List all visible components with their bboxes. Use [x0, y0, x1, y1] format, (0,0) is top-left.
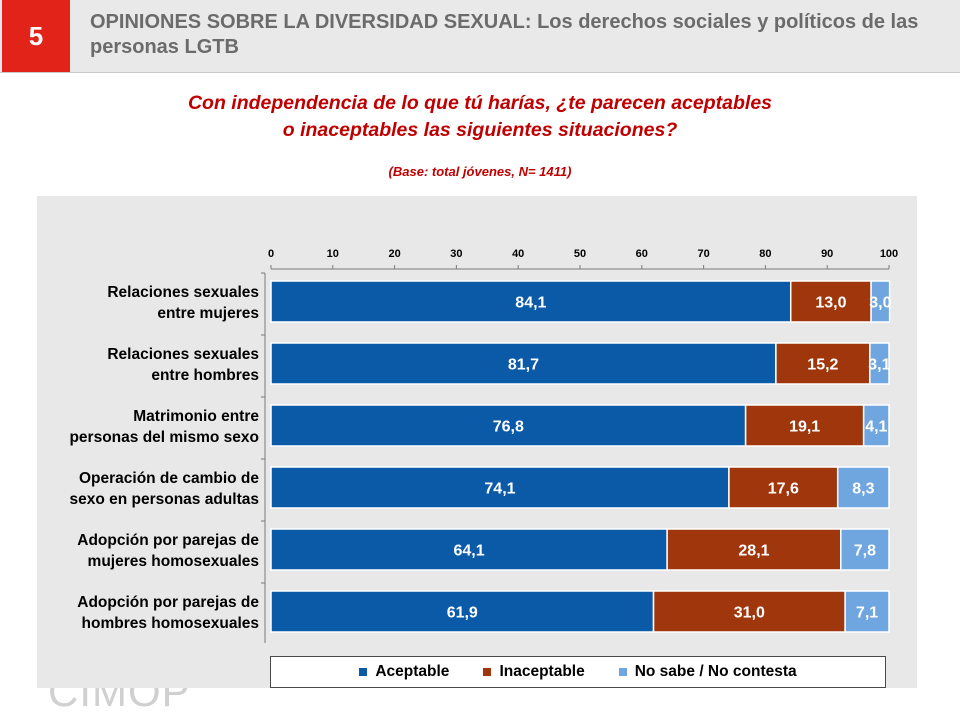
- bar-aceptable: [270, 280, 792, 323]
- data-label: 76,8: [493, 419, 524, 436]
- category-label: sexo en personas adultas: [69, 491, 259, 508]
- question-line-2: o inaceptables las siguientes situacione…: [282, 119, 678, 141]
- bar-aceptable: [270, 404, 747, 447]
- bar-aceptable: [270, 528, 668, 571]
- category-label: Adopción por parejas de: [77, 532, 259, 549]
- x-tick-label: 40: [512, 248, 524, 260]
- legend-label-no-sabe: No sabe / No contesta: [634, 663, 797, 680]
- bar-aceptable: [270, 342, 777, 385]
- bar-no-sabe-no-contesta: [869, 342, 890, 385]
- category-label: Adopción por parejas de: [77, 594, 259, 611]
- question-title: Con independencia de lo que tú harías, ¿…: [0, 90, 960, 144]
- bar-aceptable: [270, 590, 655, 633]
- data-label: 7,8: [854, 543, 876, 560]
- category-label: personas del mismo sexo: [69, 429, 259, 446]
- x-tick-label: 70: [697, 248, 709, 260]
- data-label: 8,3: [852, 481, 874, 498]
- bar-no-sabe-no-contesta: [870, 280, 891, 323]
- category-label: entre hombres: [151, 367, 259, 384]
- x-tick-label: 10: [327, 248, 339, 260]
- x-tick-label: 0: [268, 248, 274, 260]
- data-label: 81,7: [508, 357, 539, 374]
- bar-inaceptable: [744, 404, 865, 447]
- question-line-1: Con independencia de lo que tú harías, ¿…: [187, 92, 773, 114]
- category-label: Relaciones sexuales: [107, 346, 259, 363]
- bar-no-sabe-no-contesta: [836, 466, 890, 509]
- legend-item-aceptable: Aceptable: [359, 663, 449, 681]
- bar-inaceptable: [652, 590, 846, 633]
- bar-inaceptable: [728, 466, 839, 509]
- data-label: 3,0: [869, 295, 891, 312]
- x-tick-label: 100: [880, 248, 898, 260]
- x-tick-label: 20: [388, 248, 400, 260]
- category-label: hombres homosexuales: [82, 615, 259, 632]
- section-number-badge: 5: [2, 0, 70, 72]
- legend-swatch-inaceptable: [483, 668, 492, 676]
- data-label: 74,1: [484, 481, 515, 498]
- data-label: 28,1: [738, 543, 769, 560]
- legend-item-inaceptable: Inaceptable: [483, 663, 585, 681]
- x-tick-label: 90: [821, 248, 833, 260]
- legend-swatch-no-sabe: [618, 668, 627, 676]
- data-label: 13,0: [815, 295, 846, 312]
- x-tick-label: 50: [574, 248, 586, 260]
- bar-aceptable: [270, 466, 730, 509]
- bar-inaceptable: [775, 342, 871, 385]
- chart-panel: 0 10 20 30 40 50 60 70 80 90 100 Relaciones sexuale…: [37, 196, 917, 688]
- x-tick-label: 60: [636, 248, 648, 260]
- data-label: 15,2: [807, 357, 838, 374]
- category-label: Operación de cambio de: [79, 470, 259, 487]
- category-label: entre mujeres: [157, 305, 259, 322]
- data-label: 7,1: [856, 605, 878, 622]
- x-tick-label: 80: [759, 248, 771, 260]
- data-label: 64,1: [453, 543, 484, 560]
- bar-no-sabe-no-contesta: [844, 590, 890, 633]
- page-title: OPINIONES SOBRE LA DIVERSIDAD SEXUAL: Lo…: [90, 11, 919, 58]
- x-tick-label: 30: [450, 248, 462, 260]
- data-label: 3,1: [868, 357, 890, 374]
- chart-legend: Aceptable Inaceptable No sabe / No conte…: [270, 656, 886, 688]
- data-label: 84,1: [515, 295, 546, 312]
- base-note: (Base: total jóvenes, N= 1411): [388, 164, 572, 179]
- data-label: 4,1: [865, 419, 887, 436]
- data-label: 31,0: [734, 605, 765, 622]
- bar-no-sabe-no-contesta: [862, 404, 890, 447]
- data-label: 19,1: [789, 419, 820, 436]
- bar-inaceptable: [789, 280, 872, 323]
- data-label: 17,6: [768, 481, 799, 498]
- bar-no-sabe-no-contesta: [840, 528, 890, 571]
- legend-label-inaceptable: Inaceptable: [499, 663, 585, 680]
- legend-item-no-sabe: No sabe / No contesta: [618, 663, 797, 681]
- category-label: mujeres homosexuales: [88, 553, 259, 570]
- legend-swatch-aceptable: [359, 668, 368, 676]
- category-label: Relaciones sexuales: [107, 284, 259, 301]
- legend-label-aceptable: Aceptable: [375, 663, 450, 680]
- data-label: 61,9: [447, 605, 478, 622]
- header-bar: 5 OPINIONES SOBRE LA DIVERSIDAD SEXUAL: …: [0, 0, 960, 73]
- category-label: Matrimonio entre: [133, 408, 259, 425]
- stacked-bar-chart: 0 10 20 30 40 50 60 70 80 90 100 Relaciones sexuale…: [69, 248, 898, 643]
